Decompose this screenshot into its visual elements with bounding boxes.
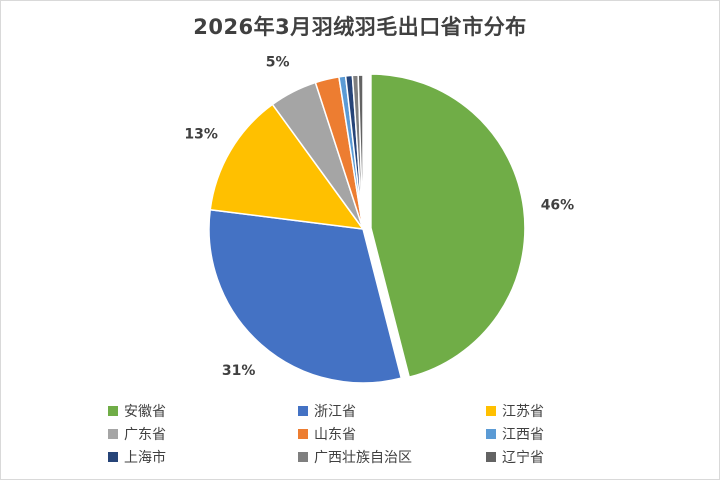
pie-slice-8 bbox=[357, 74, 364, 230]
data-label-1: 31% bbox=[222, 363, 256, 379]
data-label-2: 13% bbox=[184, 126, 218, 142]
chart-title: 2026年3月羽绒羽毛出口省市分布 bbox=[193, 15, 527, 39]
data-label-3: 5% bbox=[266, 54, 290, 70]
data-label-0: 46% bbox=[541, 197, 575, 213]
pie-slice-1 bbox=[208, 208, 403, 384]
pie-slice-2 bbox=[209, 103, 365, 230]
pie-slice-0 bbox=[370, 73, 526, 379]
